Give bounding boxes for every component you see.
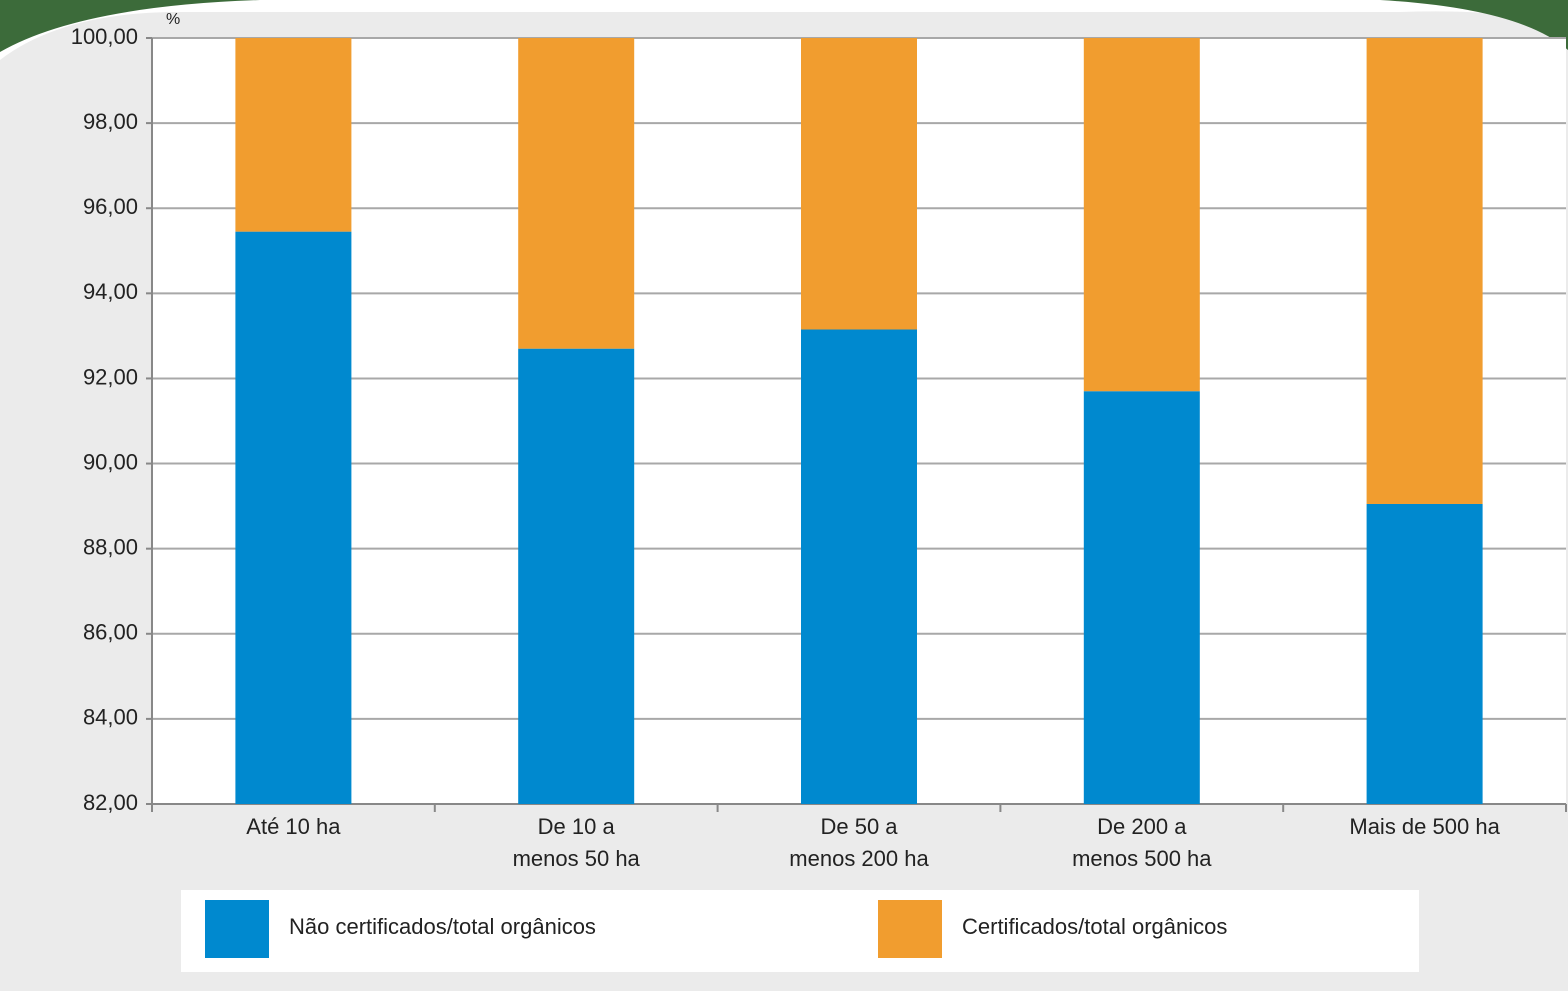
legend-label: Não certificados/total orgânicos xyxy=(289,914,596,939)
y-tick-label: 98,00 xyxy=(83,109,138,134)
corner-decoration xyxy=(0,0,260,52)
bar-segment xyxy=(1083,38,1200,392)
x-tick-label-line: De 50 a xyxy=(820,814,898,839)
y-tick-label: 100,00 xyxy=(71,24,138,49)
y-tick-label: 84,00 xyxy=(83,705,138,730)
x-tick-label-line: Mais de 500 ha xyxy=(1349,814,1500,839)
legend-label: Certificados/total orgânicos xyxy=(962,914,1227,939)
y-tick-label: 88,00 xyxy=(83,534,138,559)
bar-segment xyxy=(1366,38,1483,504)
bar-segment xyxy=(1083,391,1200,804)
y-tick-label: 94,00 xyxy=(83,279,138,304)
corner-decoration xyxy=(1380,0,1568,50)
y-tick-label: 90,00 xyxy=(83,449,138,474)
x-tick-label: De 10 a menos 50 ha xyxy=(513,814,641,871)
x-tick-label-line: Até 10 ha xyxy=(246,814,341,839)
legend-swatch xyxy=(878,900,942,958)
bar-segment xyxy=(235,38,352,232)
y-tick-label: 92,00 xyxy=(83,364,138,389)
legend-swatch xyxy=(205,900,269,958)
legend xyxy=(181,890,1419,972)
x-tick-label-line: De 10 a xyxy=(538,814,616,839)
x-tick-label: Até 10 ha xyxy=(246,814,341,839)
x-tick-label-line: De 200 a xyxy=(1097,814,1187,839)
x-tick-label-line: menos 200 ha xyxy=(789,846,929,871)
bar-segment xyxy=(518,38,635,349)
x-tick-label-line: menos 50 ha xyxy=(513,846,641,871)
x-tick-label: De 200 a menos 500 ha xyxy=(1072,814,1212,871)
bar-segment xyxy=(518,348,635,804)
x-tick-label: De 50 a menos 200 ha xyxy=(789,814,929,871)
y-tick-label: 96,00 xyxy=(83,194,138,219)
x-tick-label: Mais de 500 ha xyxy=(1349,814,1500,839)
bar-segment xyxy=(801,38,917,330)
bar-segment xyxy=(1366,503,1483,804)
y-unit: % xyxy=(166,11,180,28)
bar-segment xyxy=(235,231,352,804)
x-tick-label-line: menos 500 ha xyxy=(1072,846,1212,871)
y-tick-label: 82,00 xyxy=(83,790,138,815)
y-tick-label: 86,00 xyxy=(83,620,138,645)
bar-segment xyxy=(801,329,917,804)
